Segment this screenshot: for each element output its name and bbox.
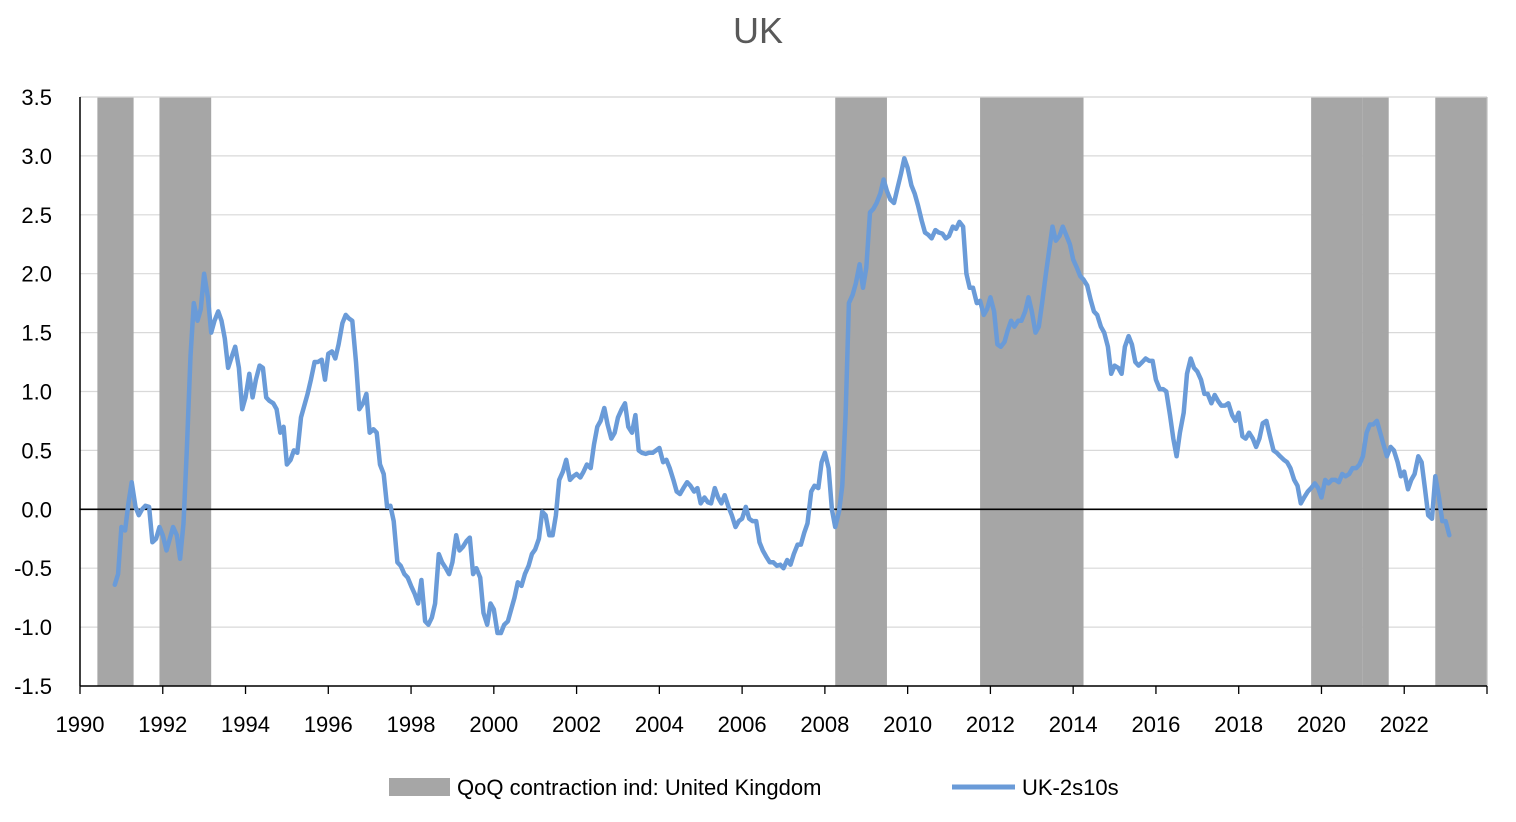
x-tick-label: 2018: [1214, 712, 1263, 737]
y-tick-label: 1.0: [21, 380, 52, 405]
x-tick-label: 2022: [1380, 712, 1429, 737]
x-tick-label: 2004: [635, 712, 684, 737]
x-tick-label: 2016: [1131, 712, 1180, 737]
x-tick-label: 1996: [304, 712, 353, 737]
x-tick-label: 1990: [56, 712, 105, 737]
y-tick-label: 2.0: [21, 262, 52, 287]
x-tick-label: 2010: [883, 712, 932, 737]
y-tick-label: -1.5: [14, 674, 52, 699]
recession-band: [1311, 97, 1363, 686]
y-tick-label: 0.5: [21, 438, 52, 463]
gridlines: [80, 96, 1487, 687]
x-tick-label: 2014: [1049, 712, 1098, 737]
y-tick-label: -0.5: [14, 556, 52, 581]
y-tick-label: 3.0: [21, 144, 52, 169]
series-line-group: [112, 156, 1452, 636]
y-tick-label: 1.5: [21, 321, 52, 346]
x-tick-label: 2006: [718, 712, 767, 737]
y-tick-labels: 3.5 3.0 2.5 2.0 1.5 1.0 0.5 0.0 -0.5 -1.0 -1.5: [14, 85, 52, 699]
x-tick-label: 2012: [966, 712, 1015, 737]
x-tick-label: 1994: [221, 712, 270, 737]
x-tick-label: 1992: [138, 712, 187, 737]
x-tick-labels: 1990 1992 1994 1996 1998 2000 2002 2004 2006 2008…: [56, 712, 1429, 737]
recession-band: [835, 97, 887, 686]
x-tick-label: 2002: [552, 712, 601, 737]
legend-label-2s10s: UK-2s10s: [1022, 775, 1119, 800]
recession-shading: [97, 97, 1487, 686]
recession-band: [1362, 97, 1389, 686]
legend-label-contraction: QoQ contraction ind: United Kingdom: [457, 775, 821, 800]
x-tick-label: 2008: [800, 712, 849, 737]
legend: QoQ contraction ind: United Kingdom UK-2…: [389, 775, 1119, 800]
y-tick-label: 2.5: [21, 203, 52, 228]
legend-swatch-contraction: [389, 778, 450, 796]
recession-band: [97, 97, 134, 686]
y-tick-label: 3.5: [21, 85, 52, 110]
recession-band: [159, 97, 212, 686]
x-tick-label: 2000: [469, 712, 518, 737]
axes: [79, 96, 1488, 694]
chart-title: UK: [732, 10, 783, 51]
recession-band: [1435, 97, 1487, 686]
x-tick-label: 2020: [1297, 712, 1346, 737]
recession-band: [1021, 97, 1084, 686]
series-line-uk-2s10s: [112, 156, 1452, 636]
y-tick-label: 0.0: [21, 497, 52, 522]
x-tick-label: 1998: [387, 712, 436, 737]
y-tick-label: -1.0: [14, 615, 52, 640]
